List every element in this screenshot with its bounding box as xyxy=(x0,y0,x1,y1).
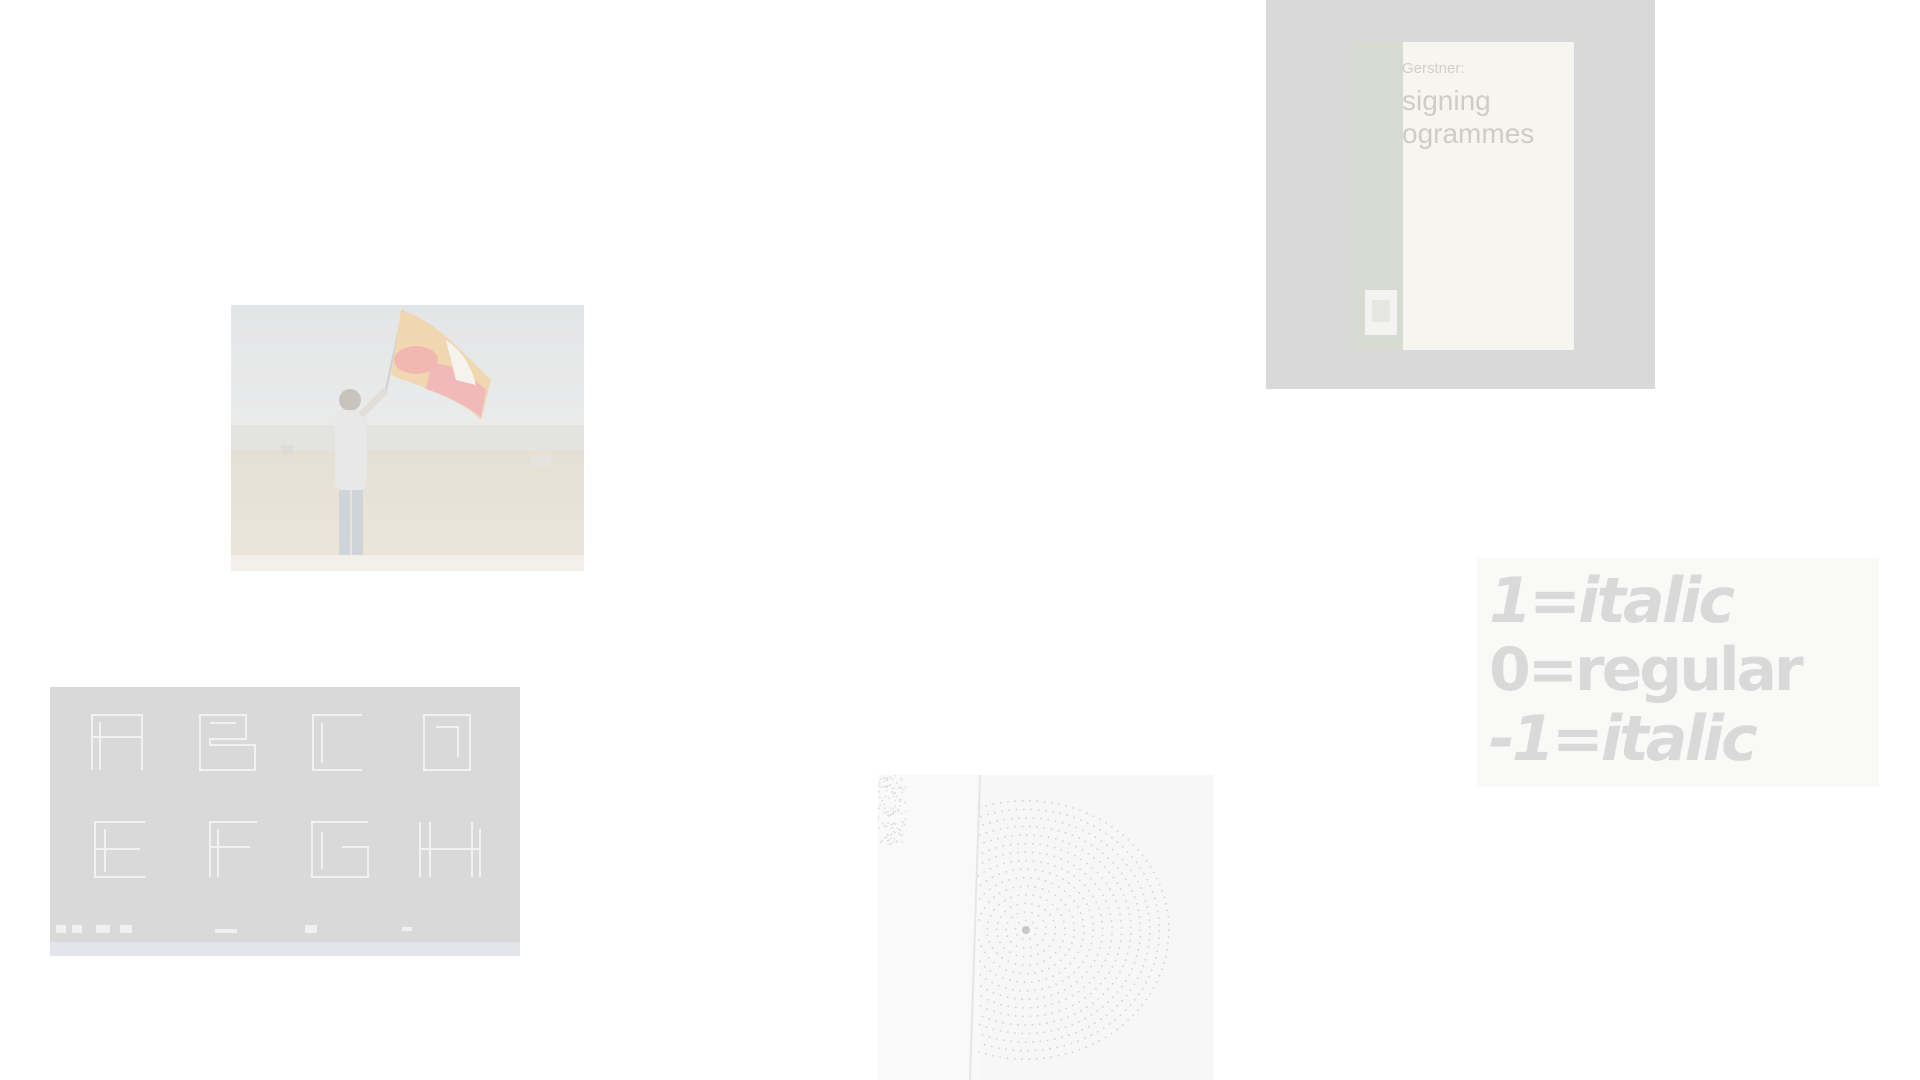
book-cover-thumbnail[interactable]: Gerstner: signing ogrammes xyxy=(1266,0,1655,389)
type-specimen-thumbnail[interactable]: 1=italic 0=regular -1=italic xyxy=(1477,558,1879,787)
specimen-line-italic-bottom: -1=italic xyxy=(1489,708,1873,770)
book-title: signing ogrammes xyxy=(1402,84,1534,150)
letter-grid-image xyxy=(50,687,520,956)
book-cover-image xyxy=(1266,0,1655,389)
dot-pattern-thumbnail[interactable] xyxy=(878,775,1213,1080)
flag-photo-thumbnail[interactable] xyxy=(231,305,584,571)
book-title-line-2: ogrammes xyxy=(1402,117,1534,150)
dot-pattern-image xyxy=(878,775,1213,1080)
book-title-line-1: signing xyxy=(1402,84,1534,117)
specimen-line-italic-top: 1=italic xyxy=(1489,570,1873,632)
flag-photo-image xyxy=(231,305,584,571)
letter-grid-thumbnail[interactable] xyxy=(50,687,520,956)
specimen-line-regular: 0=regular xyxy=(1489,640,1873,700)
book-author: Gerstner: xyxy=(1402,60,1465,77)
